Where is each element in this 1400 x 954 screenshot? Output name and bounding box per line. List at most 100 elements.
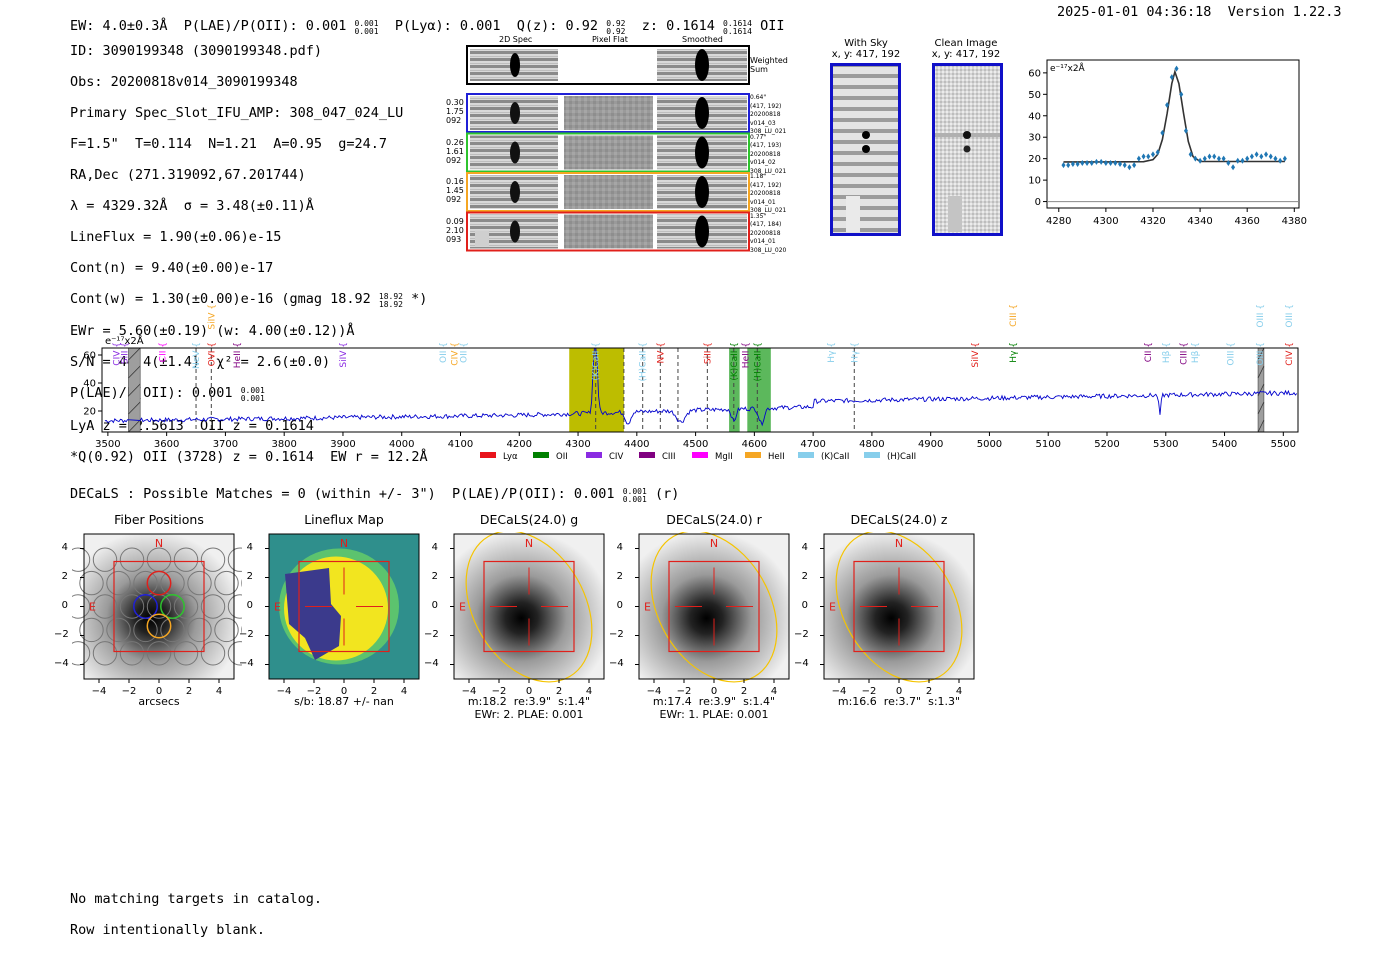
legend-label: Lyα [503,452,518,462]
spectrum-line-label: Hγ { [827,342,837,363]
spectrum-xtick-label: 4700 [800,439,825,450]
legend-label: (H)CaII [887,452,916,462]
panel-ytick-label: 4 [609,542,623,553]
spectrum-line-label: Hβ { [1191,342,1201,363]
legend-label: CIV [609,452,623,462]
spectrum-line-label: OIII { [1256,342,1266,366]
spectrum-line-label: CIII { [1009,304,1019,327]
spectrum-line-label: (K)CaII { [592,342,602,381]
spectrum-xtick-label: 5300 [1153,439,1178,450]
decals-panel-4-caption-2: EWr: 1. PLAE: 0.001 [625,708,803,721]
info-obs: Obs: 20200818v014_3090199348 [70,75,428,91]
legend-label: MgII [715,452,733,462]
spectrum-trace [105,348,1297,425]
east-label: E [644,601,651,614]
clean-image [934,65,1002,235]
panel-ytick-label: −4 [794,658,808,669]
info-id: ID: 3090199348 (3090199348.pdf) [70,44,428,60]
spectrum-line-label: Hγ { [1009,342,1019,363]
info-slot: Primary Spec_Slot_IFU_AMP: 308_047_024_L… [70,106,428,122]
panel-ytick-label: −4 [424,658,438,669]
spectrum-line-label: HeII { [742,342,752,368]
spectrum-xtick-label: 4500 [683,439,708,450]
legend-swatch [692,452,708,458]
spectrum-xtick-label: 3600 [154,439,179,450]
spectrum-line-label: OII { [439,342,449,363]
spectrum-xtick-label: 4100 [448,439,473,450]
spectrum-line-label: (H)CaII { [639,342,649,382]
info-contn: Cont(n) = 9.40(±0.00)e-17 [70,261,428,277]
spectrum-line-label: SiIV { [207,304,217,330]
decals-panel-4-caption: m:17.4 re:3.9" s:1.4" [625,695,803,708]
cutout-row-4-left-label: 0.09 2.10 093 [446,217,464,244]
with-sky-coords: x, y: 417, 192 [832,49,901,60]
panel-ytick-label: −2 [794,629,808,640]
spectrum-line-label: HeII { [233,342,243,368]
spectrum-xtick-label: 3800 [271,439,296,450]
spectrum-line-label: NeV { [192,342,202,369]
header-line: OII [760,18,784,34]
cutout-row-2-right-label: 0.77" (417, 193) 20200818 v014_02 308_LU… [750,134,786,177]
spectrum-line-label: SiIV { [971,342,981,368]
decals-title: DECaLS : Possible Matches = 0 (within +/… [70,486,615,502]
cutout-grid [440,44,800,256]
cutout-row-3 [467,173,749,211]
galaxy-image [84,534,234,679]
spectrum-xtick-label: 3500 [95,439,120,450]
clean-image-title-text: Clean Image [935,38,998,49]
cutout-row-1-right-label: 0.64" (417, 192) 20200818 v014_03 308_LU… [750,94,786,137]
header-qz: Q(z): 0.92 [517,18,598,34]
panel-ytick-label: 4 [239,542,253,553]
decals-panel-3-caption: m:18.2 re:3.9" s:1.4" [440,695,618,708]
spectrum-xtick-label: 5200 [1094,439,1119,450]
spectrum-line-label: NV { [656,342,666,363]
spectrum-line-label: CIV { [1285,342,1295,366]
panel-ytick-label: 4 [794,542,808,553]
panel-ytick-label: 2 [424,571,438,582]
panel-ytick-label: −4 [609,658,623,669]
decals-panel-5-caption: m:16.6 re:3.7" s:1.3" [810,695,988,708]
spectrum-line-label: SiIV { [339,342,349,368]
spectrum-line-label: (K)CaII { [730,342,740,381]
panel-ytick-label: −2 [239,629,253,640]
info-radec: RA,Dec (271.319092,67.201744) [70,168,428,184]
east-label: E [459,601,466,614]
spectrum-line-label: OVI { [207,342,217,366]
panel-ytick-label: −4 [239,658,253,669]
decals-band: (r) [655,486,679,502]
panel-ytick-label: −2 [609,629,623,640]
spectrum-xtick-label: 4800 [859,439,884,450]
decals-panel-2-title: Lineflux Map [255,512,433,527]
col-label-2dspec: 2D Spec [499,35,532,44]
spectrum-xtick-label: 5500 [1271,439,1296,450]
spectrum-line-label: SiII { [703,342,713,364]
spectrum-line-label: SiII { [120,342,130,364]
spectrum-line-label: OII { [459,342,469,363]
zoom-xtick-label: 4380 [1282,216,1307,227]
zoom-ytick-label: 50 [1028,90,1041,101]
legend-label: (K)CaII [821,452,849,462]
decals-panel-3-caption-2: EWr: 2. PLAE: 0.001 [440,708,618,721]
legend-swatch [864,452,880,458]
spectrum-xtick-label: 5000 [977,439,1002,450]
zoom-unit-label: e⁻¹⁷x2Å [1050,62,1086,74]
legend-swatch [745,452,761,458]
col-label-pixelflat: Pixel Flat [592,35,628,44]
decals-panel-5-title: DECaLS(24.0) z [810,512,988,527]
galaxy-image [454,534,604,679]
spectrum-ytick-label: 40 [83,379,96,390]
footer-line-1: No matching targets in catalog. [70,892,322,908]
legend-label: OII [556,452,568,462]
decals-panel-1-caption: arcsecs [70,695,248,708]
galaxy-image [824,534,974,679]
spectrum-line-label: CII { [159,342,169,362]
legend-label: CIII [662,452,675,462]
spectrum-line-label: OIII { [1256,304,1266,328]
north-label: N [710,537,718,550]
decals-panel-4-title: DECaLS(24.0) r [625,512,803,527]
footer-notes: No matching targets in catalog. Row inte… [70,876,322,954]
